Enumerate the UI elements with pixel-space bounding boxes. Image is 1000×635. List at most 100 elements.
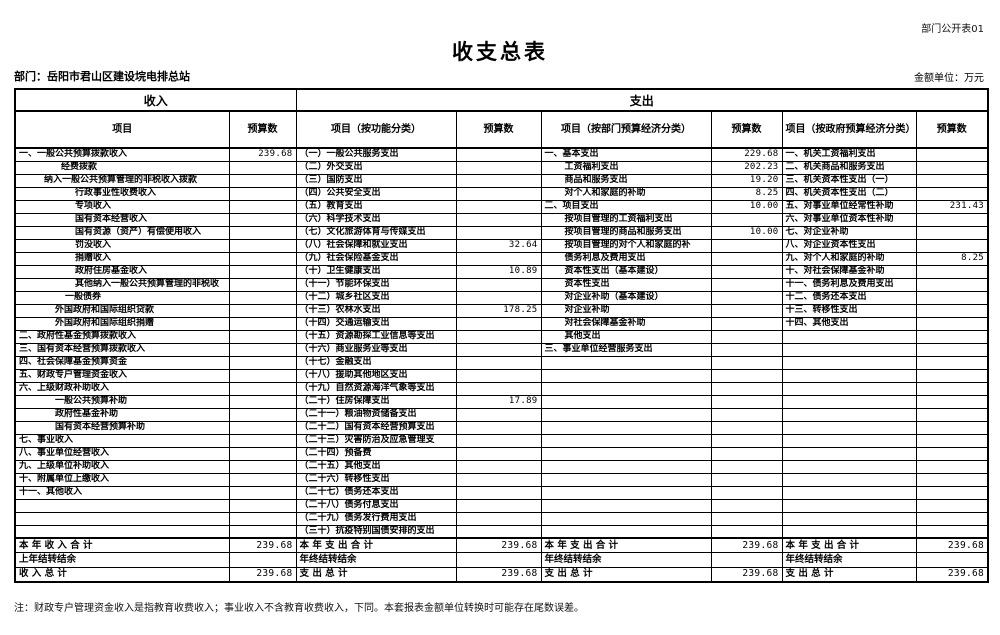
func-value-cell: [455, 511, 542, 526]
gov-item-cell: [781, 420, 917, 435]
func-item-cell: （十五）资源勘探工业信息等支出: [295, 329, 457, 344]
dept-value-cell: [710, 433, 783, 448]
dept-value-cell: [710, 342, 783, 357]
func-item-cell: （三）国防支出: [295, 173, 457, 188]
dept-value-cell: [710, 472, 783, 487]
table-row: 专项收入 （五）教育支出 二、项目支出 10.00 五、对事业单位经常性补助 231.43: [14, 199, 989, 214]
table-row: 二、政府性基金预算拨款收入 （十五）资源勘探工业信息等支出 其他支出: [14, 329, 989, 344]
gov-item-cell: [781, 407, 917, 422]
table-row: 政府住房基金收入 （十）卫生健康支出 10.89 资本性支出（基本建设） 十、对社会保障…: [14, 264, 989, 279]
func-total-value-cell: [455, 552, 542, 568]
gov-total-value-cell: 239.68: [915, 537, 989, 553]
gov-item-cell: 九、对个人和家庭的补助: [781, 251, 917, 266]
col-header-dept-item: 项目（按部门预算经济分类）: [540, 110, 712, 149]
gov-value-cell: [915, 147, 989, 162]
income-item-cell: 外国政府和国际组织贷款: [14, 303, 230, 318]
func-item-cell: （二十六）转移性支出: [295, 472, 457, 487]
table-row: 十、附属单位上缴收入 （二十六）转移性支出: [14, 472, 989, 487]
dept-value-cell: [710, 355, 783, 370]
income-value-cell: [228, 407, 297, 422]
func-value-cell: 17.89: [455, 394, 542, 409]
func-value-cell: [455, 498, 542, 513]
income-value-cell: [228, 368, 297, 383]
dept-item-cell: 商品和服务支出: [540, 173, 712, 188]
table-row: 政府性基金补助 （二十一）粮油物资储备支出: [14, 407, 989, 422]
unit-label: 金额单位：万元: [914, 73, 984, 84]
income-value-cell: [228, 472, 297, 487]
income-item-cell: 二、政府性基金预算拨款收入: [14, 329, 230, 344]
dept-value-cell: 10.00: [710, 225, 783, 240]
gov-value-cell: [915, 511, 989, 526]
gov-item-cell: 六、对事业单位资本性补助: [781, 212, 917, 227]
income-item-cell: 五、财政专户管理资金收入: [14, 368, 230, 383]
income-item-cell: 十、附属单位上缴收入: [14, 472, 230, 487]
func-value-cell: [455, 147, 542, 162]
income-value-cell: 239.68: [228, 147, 297, 162]
dept-item-cell: [540, 368, 712, 383]
dept-item-cell: [540, 407, 712, 422]
gov-value-cell: [915, 459, 989, 474]
func-total-item-cell: 年终结转结余: [295, 552, 457, 568]
table-row: 三、国有资本经营预算拨款收入 （十六）商业服务业等支出 三、事业单位经营服务支出: [14, 342, 989, 357]
gov-item-cell: [781, 511, 917, 526]
func-item-cell: （一）一般公共服务支出: [295, 147, 457, 162]
dept-value-cell: 10.00: [710, 199, 783, 214]
gov-value-cell: [915, 381, 989, 396]
func-value-cell: [455, 420, 542, 435]
gov-value-cell: [915, 212, 989, 227]
func-value-cell: 178.25: [455, 303, 542, 318]
table-row: 五、财政专户管理资金收入 （十八）援助其他地区支出: [14, 368, 989, 383]
dept-value-cell: 8.25: [710, 186, 783, 201]
gov-value-cell: [915, 173, 989, 188]
income-item-cell: 行政事业性收费收入: [14, 186, 230, 201]
income-value-cell: [228, 303, 297, 318]
dept-item-cell: [540, 485, 712, 500]
gov-item-cell: [781, 394, 917, 409]
dept-item-cell: 按项目管理的工资福利支出: [540, 212, 712, 227]
gov-value-cell: [915, 394, 989, 409]
income-item-cell: 国有资本经营收入: [14, 212, 230, 227]
income-item-cell: [14, 498, 230, 513]
gov-value-cell: [915, 485, 989, 500]
func-value-cell: [455, 186, 542, 201]
table-row: 七、事业收入 （二十三）灾害防治及应急管理支: [14, 433, 989, 448]
dept-value-cell: [710, 524, 783, 539]
dept-value-cell: [710, 238, 783, 253]
func-item-cell: （二）外交支出: [295, 160, 457, 175]
func-value-cell: [455, 485, 542, 500]
department-label: 部门：岳阳市君山区建设垸电排总站: [14, 70, 190, 83]
income-item-cell: 一般公共预算补助: [14, 394, 230, 409]
func-value-cell: [455, 160, 542, 175]
func-value-cell: [455, 290, 542, 305]
total-row: 收 入 总 计 239.68 支 出 总 计 239.68 支 出 总 计 239.68 支…: [14, 566, 989, 582]
func-item-cell: （十四）交通运输支出: [295, 316, 457, 331]
col-header-dept-budget: 预算数: [710, 110, 783, 149]
func-value-cell: [455, 329, 542, 344]
gov-item-cell: [781, 381, 917, 396]
gov-item-cell: 七、对企业补助: [781, 225, 917, 240]
dept-item-cell: 对企业补助: [540, 303, 712, 318]
dept-total-item-cell: 本 年 支 出 合 计: [540, 537, 712, 553]
table-row: 一般公共预算补助 （二十）住房保障支出 17.89: [14, 394, 989, 409]
dept-item-cell: 资本性支出: [540, 277, 712, 292]
income-item-cell: 专项收入: [14, 199, 230, 214]
func-item-cell: （七）文化旅游体育与传媒支出: [295, 225, 457, 240]
func-value-cell: [455, 407, 542, 422]
dept-value-cell: [710, 368, 783, 383]
gov-item-cell: 十四、其他支出: [781, 316, 917, 331]
page-title: 收支总表: [452, 40, 548, 64]
func-item-cell: （九）社会保险基金支出: [295, 251, 457, 266]
income-item-cell: 四、社会保障基金预算资金: [14, 355, 230, 370]
func-value-cell: [455, 342, 542, 357]
col-header-income-budget: 预算数: [228, 110, 297, 149]
gov-value-cell: [915, 303, 989, 318]
income-total-value-cell: 239.68: [228, 537, 297, 553]
gov-value-cell: [915, 472, 989, 487]
dept-item-cell: [540, 420, 712, 435]
func-value-cell: [455, 225, 542, 240]
gov-item-cell: 十一、债务利息及费用支出: [781, 277, 917, 292]
gov-value-cell: [915, 342, 989, 357]
dept-item-cell: [540, 394, 712, 409]
group-header-row: 收入 支出: [14, 88, 989, 112]
dept-total-value-cell: 239.68: [710, 566, 783, 582]
